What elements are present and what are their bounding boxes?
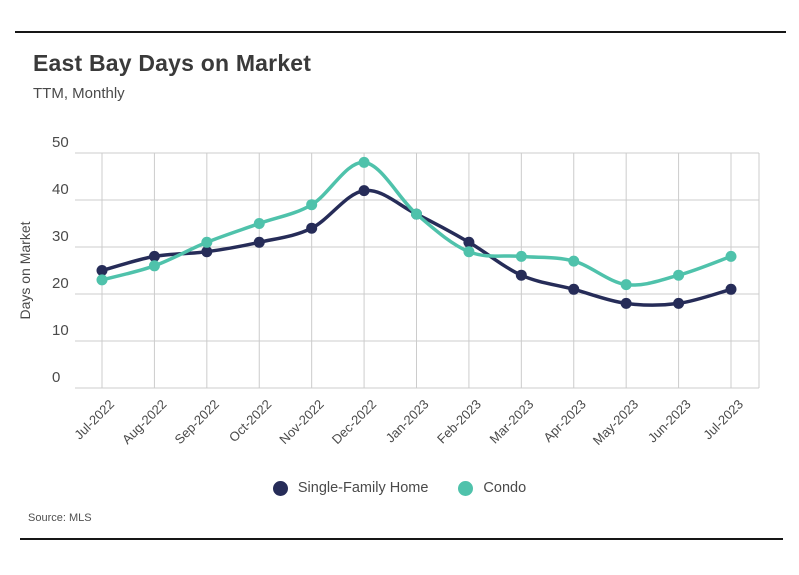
data-point-1	[306, 199, 318, 211]
legend-marker-single-family-home	[272, 480, 288, 496]
chart-legend: Single-Family Home Condo	[0, 480, 799, 496]
y-tick-label: 50	[52, 134, 69, 151]
data-point-0	[201, 246, 213, 258]
data-point-1	[148, 260, 160, 272]
legend-label-condo: Condo	[483, 480, 527, 496]
x-tick-label: Feb-2023	[434, 397, 484, 447]
data-point-1	[253, 218, 265, 229]
data-point-0	[725, 283, 737, 295]
legend-item-single-family-home: Single-Family Home	[272, 480, 429, 496]
legend-item-condo: Condo	[458, 480, 526, 496]
y-axis-title: Days on Market	[17, 221, 33, 319]
y-tick-label: 40	[52, 181, 69, 198]
data-point-0	[515, 269, 527, 281]
data-point-0	[620, 297, 632, 309]
data-point-0	[358, 185, 370, 197]
data-point-1	[358, 156, 370, 168]
x-tick-label: Mar-2023	[487, 397, 537, 447]
data-point-0	[96, 265, 108, 276]
y-tick-label: 10	[52, 322, 69, 339]
data-point-0	[253, 236, 265, 248]
x-tick-label: Apr-2023	[540, 397, 588, 445]
data-point-1	[515, 250, 527, 262]
legend-marker-condo	[458, 480, 474, 496]
data-point-1	[725, 250, 737, 262]
data-point-0	[148, 250, 160, 262]
chart-title: East Bay Days on Market	[33, 50, 312, 76]
data-point-0	[568, 283, 580, 295]
data-point-0	[306, 222, 318, 234]
data-point-1	[201, 236, 213, 248]
bottom-divider	[20, 538, 783, 540]
data-point-0	[463, 236, 475, 248]
x-tick-label: Aug-2022	[119, 397, 169, 447]
x-tick-label: Jul-2023	[700, 397, 746, 443]
y-tick-label: 20	[52, 275, 69, 292]
data-point-1	[620, 279, 632, 291]
x-tick-label: Jul-2022	[71, 397, 117, 443]
y-tick-label: 0	[52, 369, 60, 386]
y-tick-label: 30	[52, 228, 69, 245]
x-tick-label: Sep-2022	[171, 397, 221, 447]
x-tick-label: Nov-2022	[276, 397, 326, 447]
data-point-1	[673, 269, 685, 281]
data-point-1	[411, 208, 422, 220]
legend-label-single-family-home: Single-Family Home	[297, 480, 429, 496]
data-point-1	[463, 246, 475, 258]
data-point-1	[96, 274, 108, 286]
x-tick-label: Dec-2022	[329, 397, 379, 447]
x-tick-label: Jan-2023	[383, 397, 432, 446]
chart-subtitle: TTM, Monthly	[33, 85, 125, 102]
x-tick-label: Oct-2022	[226, 397, 274, 445]
top-divider	[15, 31, 786, 33]
source-note: Source: MLS	[28, 512, 92, 524]
x-tick-label: May-2023	[590, 397, 641, 448]
x-tick-label: Jun-2023	[645, 397, 694, 446]
data-point-0	[673, 297, 685, 309]
data-point-1	[568, 255, 580, 267]
